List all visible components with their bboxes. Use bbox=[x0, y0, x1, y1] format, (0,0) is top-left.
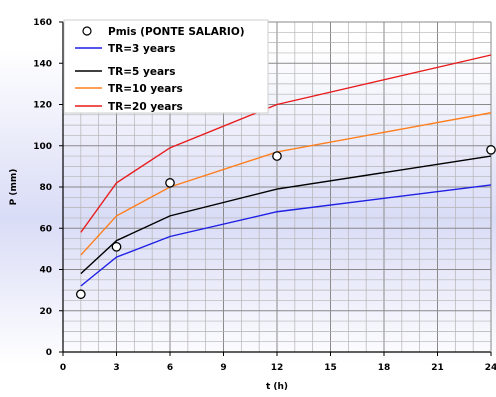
y-tick-label: 60 bbox=[39, 224, 52, 234]
data-point bbox=[486, 145, 496, 155]
x-tick-label: 18 bbox=[378, 363, 391, 373]
series-line-2 bbox=[80, 155, 492, 275]
legend-box bbox=[63, 19, 269, 114]
y-tick-label: 0 bbox=[46, 348, 52, 358]
legend-entry-tr5: TR=5 years bbox=[75, 66, 176, 78]
y-tick-label: 160 bbox=[33, 18, 52, 28]
x-tick-label: 21 bbox=[431, 363, 444, 373]
y-axis-label: P (mm) bbox=[9, 169, 19, 206]
legend-marker-circle bbox=[82, 26, 92, 36]
y-tick-label: 120 bbox=[33, 101, 52, 111]
y-tick-label: 80 bbox=[39, 183, 52, 193]
x-tick-labels: 0 3 6 9 12 15 18 21 24 bbox=[60, 363, 496, 373]
x-tick-label: 24 bbox=[485, 363, 496, 373]
x-tick-label: 9 bbox=[220, 363, 226, 373]
data-point bbox=[111, 241, 122, 252]
x-tick-label: 3 bbox=[113, 363, 119, 373]
y-tick-label: 140 bbox=[33, 59, 52, 69]
y-tick-label: 40 bbox=[39, 266, 52, 276]
y-tick-labels: 0 20 40 60 80 100 120 140 160 bbox=[33, 18, 52, 358]
legend-label-tr20: TR=20 years bbox=[108, 101, 183, 113]
legend-entry-tr3: TR=3 years bbox=[75, 43, 176, 55]
x-tick-label: 6 bbox=[167, 363, 173, 373]
series-line-4 bbox=[80, 54, 492, 233]
data-point bbox=[272, 151, 282, 161]
series-line-3 bbox=[80, 112, 492, 256]
legend-label-tr10: TR=10 years bbox=[108, 83, 183, 95]
x-axis-label: t (h) bbox=[266, 382, 288, 392]
data-point bbox=[75, 289, 86, 300]
series-line-1 bbox=[80, 184, 492, 287]
y-tick-label: 100 bbox=[33, 142, 52, 152]
x-tick-label: 15 bbox=[324, 363, 337, 373]
x-tick-label: 0 bbox=[60, 363, 66, 373]
legend-entry-points: Pmis (PONTE SALARIO) bbox=[82, 26, 245, 38]
y-tick-label: 20 bbox=[39, 307, 52, 317]
legend-label-points: Pmis (PONTE SALARIO) bbox=[108, 26, 245, 38]
measured-points bbox=[75, 145, 496, 300]
legend-entry-tr10: TR=10 years bbox=[75, 83, 183, 95]
legend-label-tr5: TR=5 years bbox=[108, 66, 176, 78]
legend: Pmis (PONTE SALARIO) TR=3 years TR=5 yea… bbox=[63, 19, 269, 114]
x-tick-label: 12 bbox=[271, 363, 284, 373]
legend-entry-tr20: TR=20 years bbox=[75, 101, 183, 113]
data-point bbox=[165, 178, 175, 188]
legend-label-tr3: TR=3 years bbox=[108, 43, 176, 55]
